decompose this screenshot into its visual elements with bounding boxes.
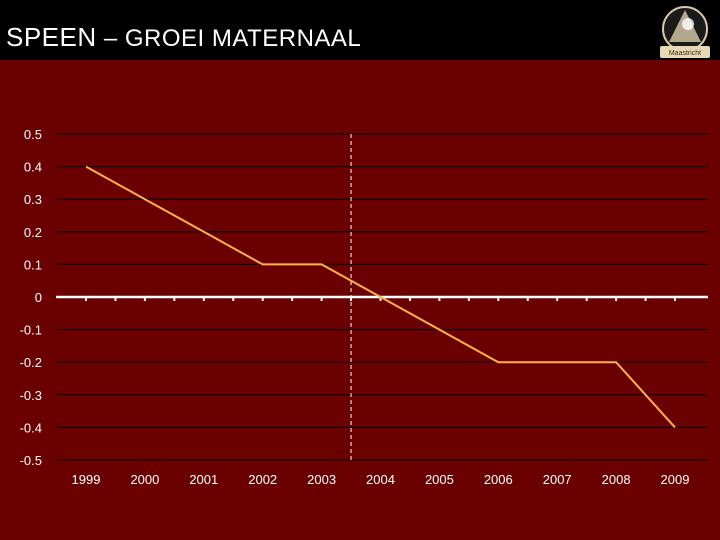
x-tick-label: 2009 xyxy=(661,472,690,487)
page-title: SPEEN – GROEI MATERNAAL xyxy=(6,22,361,53)
title-main: SPEEN xyxy=(6,22,97,52)
y-tick-label: 0.4 xyxy=(24,160,42,175)
y-tick-labels: 0.5 0.4 0.3 0.2 0.1 0 -0.1 -0.2 -0.3 -0.4 -0.5 xyxy=(20,127,42,468)
y-tick-label: -0.1 xyxy=(20,323,42,338)
y-tick-label: 0.5 xyxy=(24,127,42,142)
maastricht-logo: Maastricht xyxy=(660,6,710,58)
x-tick-label: 2008 xyxy=(602,472,631,487)
y-tick-label: 0 xyxy=(35,290,42,305)
x-tick-label: 2000 xyxy=(130,472,159,487)
y-tick-label: -0.2 xyxy=(20,355,42,370)
series-line xyxy=(85,165,676,429)
x-tick-label: 2004 xyxy=(366,472,395,487)
x-tick-label: 1999 xyxy=(72,472,101,487)
title-rest: – GROEI MATERNAAL xyxy=(96,25,362,52)
line-chart: 0.5 0.4 0.3 0.2 0.1 0 -0.1 -0.2 -0.3 -0.4 -0.5 199… xyxy=(20,127,708,487)
y-tick-label: 0.1 xyxy=(24,257,42,272)
x-tick-label: 2001 xyxy=(189,472,218,487)
x-tick-label: 2002 xyxy=(248,472,277,487)
series-layer xyxy=(85,165,676,429)
y-tick-label: 0.2 xyxy=(24,225,42,240)
x-tick-label: 2006 xyxy=(484,472,513,487)
x-tick-label: 2005 xyxy=(425,472,454,487)
logo-text: Maastricht xyxy=(669,50,701,57)
title-bar: SPEEN – GROEI MATERNAAL xyxy=(0,0,720,60)
y-tick-label: -0.3 xyxy=(20,388,42,403)
y-tick-label: 0.3 xyxy=(24,192,42,207)
y-tick-label: -0.4 xyxy=(20,420,42,435)
y-tick-label: -0.5 xyxy=(20,453,42,468)
x-tick-labels: 1999 2000 2001 2002 2003 2004 2005 2006 2007 2008… xyxy=(72,472,690,487)
x-tick-label: 2003 xyxy=(307,472,336,487)
x-tick-label: 2007 xyxy=(543,472,572,487)
